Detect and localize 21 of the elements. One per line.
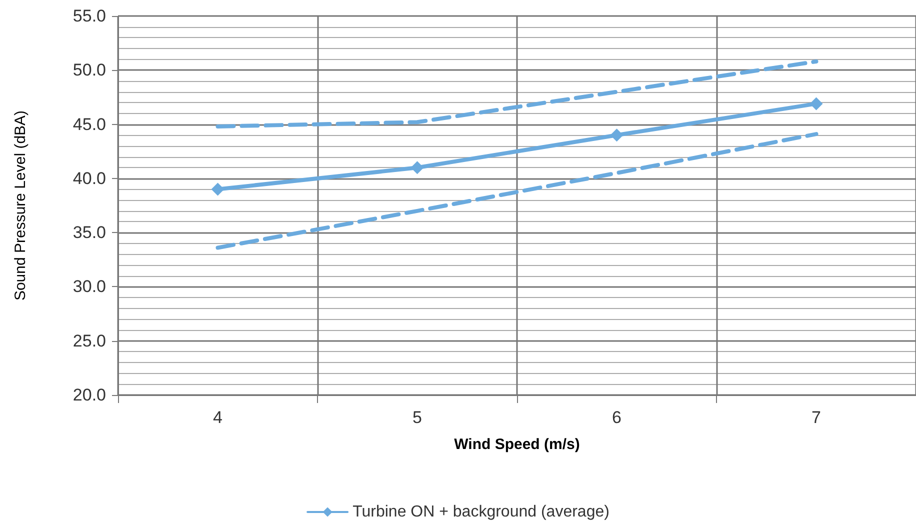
legend-label: Turbine ON + background (average) <box>352 504 610 520</box>
point <box>211 182 224 196</box>
x-axis-title: Wind Speed (m/s) <box>454 436 580 453</box>
y-tick-label: 25.0 <box>72 331 106 350</box>
y-tick-label: 40.0 <box>72 168 106 188</box>
y-tick-label: 35.0 <box>72 223 106 242</box>
x-tick-label: 4 <box>213 408 222 427</box>
y-tick-label: 20.0 <box>72 386 106 404</box>
y-tick-label: 50.0 <box>72 60 106 80</box>
x-tick-label: 7 <box>812 408 821 427</box>
y-tick-label: 55.0 <box>72 6 106 26</box>
point <box>610 128 624 142</box>
y-tick-label: 45.0 <box>72 114 106 134</box>
point <box>810 97 823 110</box>
y-tick-label: 30.0 <box>72 277 106 296</box>
x-tick-label: 5 <box>412 408 422 427</box>
line-series <box>216 132 818 250</box>
y-axis-title: Sound Pressure Level (dBA) <box>12 110 29 301</box>
line-series <box>216 59 818 128</box>
x-tick-label: 6 <box>612 408 622 427</box>
point <box>410 161 424 174</box>
